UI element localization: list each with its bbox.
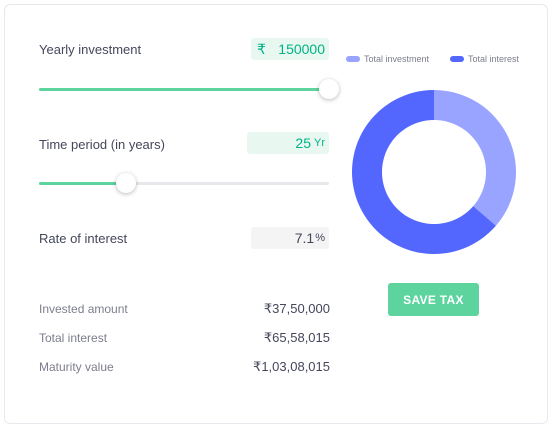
time-period-unit: Yr — [314, 137, 325, 149]
slider-fill — [39, 182, 126, 185]
legend-swatch — [450, 56, 464, 62]
total-interest-value: ₹65,58,015 — [263, 330, 330, 345]
rate-of-interest-field: 7.1 % — [251, 227, 329, 249]
slider-thumb[interactable] — [116, 173, 136, 193]
slider-thumb[interactable] — [319, 79, 339, 99]
rate-of-interest-unit: % — [315, 232, 325, 244]
yearly-investment-value: 150000 — [278, 41, 325, 57]
legend-swatch — [346, 56, 360, 62]
legend-item-total-investment: Total investment — [346, 54, 429, 64]
invested-amount-label: Invested amount — [39, 302, 128, 316]
legend-item-total-interest: Total interest — [450, 54, 519, 64]
legend-label: Total investment — [364, 54, 430, 64]
invested-amount-value: ₹37,50,000 — [263, 301, 330, 316]
total-interest-label: Total interest — [39, 331, 108, 345]
rate-of-interest-label: Rate of interest — [39, 231, 128, 246]
time-period-label: Time period (in years) — [39, 137, 165, 152]
legend-label: Total interest — [468, 54, 520, 64]
yearly-investment-input[interactable]: ₹ 150000 — [251, 38, 329, 60]
slider-fill — [39, 88, 329, 91]
yearly-investment-label: Yearly investment — [39, 42, 142, 57]
rate-of-interest-value: 7.1 — [294, 230, 315, 246]
time-period-input[interactable]: 25 Yr — [247, 132, 329, 154]
slider-track — [39, 182, 329, 185]
yearly-investment-slider[interactable] — [39, 77, 339, 101]
calculator-card — [4, 4, 548, 424]
save-tax-button[interactable]: SAVE TAX — [388, 283, 479, 316]
time-period-slider[interactable] — [39, 171, 329, 195]
donut-slice-total-investment — [434, 90, 516, 226]
maturity-value-label: Maturity value — [39, 360, 114, 374]
currency-symbol: ₹ — [257, 40, 266, 57]
time-period-value: 25 — [295, 135, 311, 151]
donut-chart — [352, 90, 516, 254]
maturity-value-value: ₹1,03,08,015 — [253, 359, 330, 374]
donut-slice-total-interest — [352, 90, 496, 254]
